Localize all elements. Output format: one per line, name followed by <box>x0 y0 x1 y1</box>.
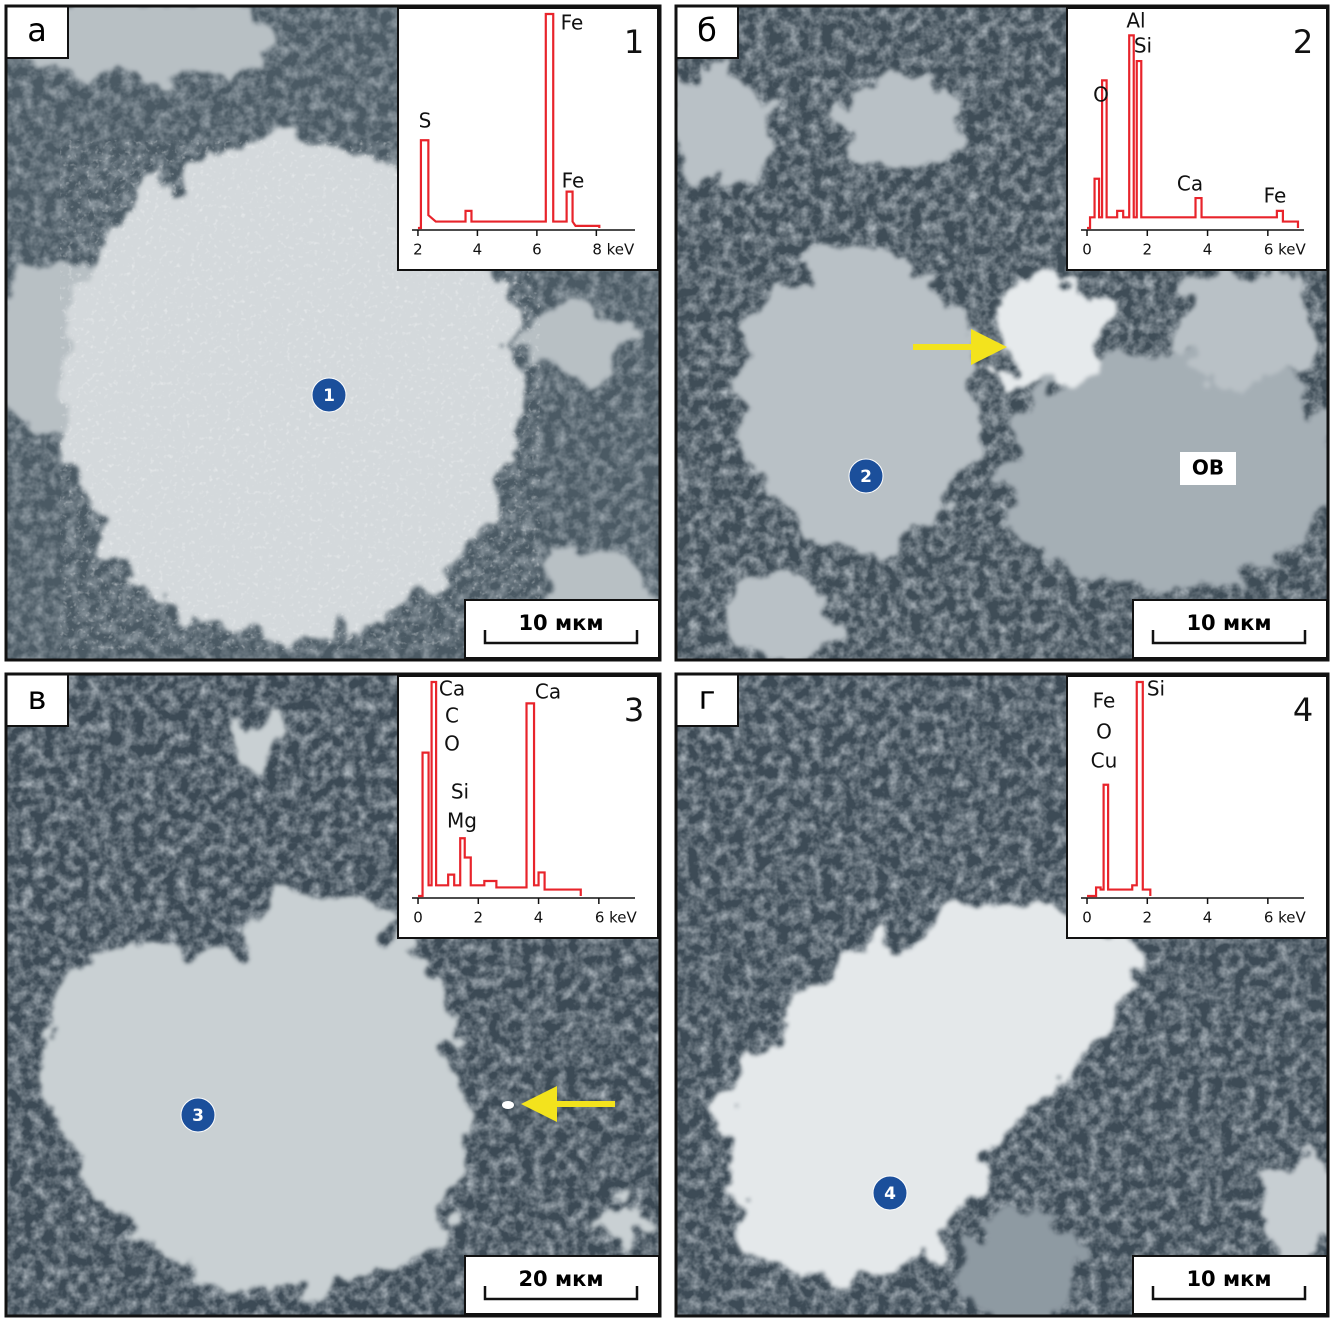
scale-bar-label: 10 мкм <box>1186 611 1271 635</box>
peak-label: Fe <box>1093 689 1116 713</box>
x-tick-label: 2 <box>474 909 484 927</box>
point-marker-label: 4 <box>884 1184 896 1204</box>
x-tick-label: 0 <box>1082 909 1092 927</box>
panel-letter: а <box>27 11 47 49</box>
peak-label: Fe <box>562 169 585 193</box>
peak-label: Fe <box>561 11 584 35</box>
x-tick-label: 4 <box>473 241 483 259</box>
x-tick-label: 0 <box>1082 241 1092 259</box>
spectrum-number: 2 <box>1293 23 1313 61</box>
x-tick-label: 6 <box>532 241 542 259</box>
scale-bar-label: 20 мкм <box>518 1267 603 1291</box>
peak-label: Cu <box>1091 749 1118 773</box>
point-marker-label: 2 <box>860 467 872 487</box>
peak-label: Si <box>451 780 469 804</box>
scale-bar-label: 10 мкм <box>1186 1267 1271 1291</box>
panel-letter: в <box>28 679 47 717</box>
peak-label: Ca <box>535 680 561 704</box>
peak-label: Ca <box>439 677 465 701</box>
peak-label: C <box>445 704 459 728</box>
peak-label: Si <box>1147 677 1165 701</box>
x-tick-label: 0 <box>413 909 423 927</box>
peak-label: O <box>1093 83 1109 107</box>
x-tick-label: 4 <box>534 909 544 927</box>
peak-label: Mg <box>447 809 477 833</box>
x-tick-label: 4 <box>1203 241 1213 259</box>
point-marker-label: 3 <box>192 1106 204 1126</box>
peak-label: O <box>1096 720 1112 744</box>
spectrum-number: 1 <box>624 23 644 61</box>
x-tick-label: 6 keV <box>595 909 638 927</box>
spectrum-number: 4 <box>1293 691 1313 729</box>
point-marker-label: 1 <box>323 386 335 406</box>
spectrum-number: 3 <box>624 691 644 729</box>
scale-bar-label: 10 мкм <box>518 611 603 635</box>
peak-label: Ca <box>1177 172 1203 196</box>
peak-label: Si <box>1134 34 1152 58</box>
peak-label: O <box>444 732 460 756</box>
figure: ОВ а 1 10 мкм 2 4 6 8 keV 1 S Fe Fe б 2 10 мкм 0 2 4 6 ke… <box>0 0 1334 1320</box>
annotation: ОВ <box>1192 456 1224 480</box>
panel-letter: г <box>699 679 716 717</box>
x-tick-label: 6 keV <box>1264 241 1307 259</box>
panel-letter: б <box>697 11 717 49</box>
x-tick-label: 8 keV <box>592 241 635 259</box>
x-tick-label: 6 keV <box>1264 909 1307 927</box>
peak-label: Fe <box>1264 184 1287 208</box>
x-tick-label: 2 <box>1143 909 1153 927</box>
x-tick-label: 4 <box>1203 909 1213 927</box>
x-tick-label: 2 <box>1143 241 1153 259</box>
x-tick-label: 2 <box>413 241 423 259</box>
peak-label: Al <box>1126 9 1145 33</box>
peak-label: S <box>419 109 432 133</box>
